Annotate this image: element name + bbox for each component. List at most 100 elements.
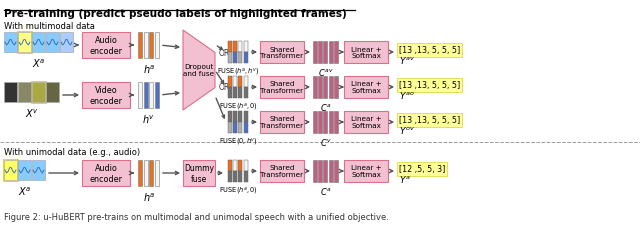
Bar [82,83,130,108]
Bar [323,160,328,182]
Bar [18,160,31,180]
Bar [328,112,333,133]
Text: $Y^{ov}$: $Y^{ov}$ [399,125,415,136]
Text: OR: OR [219,83,230,92]
Bar [313,42,317,64]
Bar [244,122,248,133]
Text: $Y^a$: $Y^a$ [399,174,411,185]
Bar [323,77,328,99]
Bar [46,33,59,53]
Bar [244,42,248,53]
Bar [32,33,45,53]
Text: $h^a$: $h^a$ [143,191,156,203]
Text: Linear +
Softmax: Linear + Softmax [351,116,381,129]
Text: Shared
Transformer: Shared Transformer [260,116,303,129]
Bar [239,77,243,88]
Bar [32,160,45,180]
Text: $h^v$: $h^v$ [143,113,156,126]
Bar [239,112,243,122]
Bar [154,160,159,186]
Bar [138,33,142,59]
Bar [233,112,237,122]
Bar [239,42,243,53]
Text: [13 ,13, 5, 5, 5]: [13 ,13, 5, 5, 5] [399,116,460,125]
Bar [313,112,317,133]
Text: Linear +
Softmax: Linear + Softmax [351,46,381,59]
Bar [239,122,243,133]
Text: FUSE$(h^a, 0)$: FUSE$(h^a, 0)$ [219,101,258,112]
Bar [228,171,232,182]
Bar [233,77,237,88]
Bar [328,42,333,64]
Bar [228,112,232,122]
Text: With unimodal data (e.g., audio): With unimodal data (e.g., audio) [4,147,140,156]
Text: $C^a$: $C^a$ [320,101,332,112]
Bar [4,160,17,180]
Bar [313,77,317,99]
Bar [323,42,328,64]
Bar [82,160,130,186]
Bar [228,77,232,88]
Bar [233,88,237,99]
Bar [318,42,322,64]
Bar [32,83,45,103]
Text: [12 ,5, 5, 3]: [12 ,5, 5, 3] [399,165,445,174]
Text: [13 ,13, 5, 5, 5]: [13 ,13, 5, 5, 5] [399,81,460,90]
Bar [244,53,248,64]
Bar [228,122,232,133]
Bar [138,160,142,186]
Bar [4,83,17,103]
Bar [260,160,304,182]
Bar [82,33,130,59]
Bar [149,83,153,108]
Text: Linear +
Softmax: Linear + Softmax [351,81,381,94]
Bar [344,42,388,64]
Text: $X^a$: $X^a$ [18,185,32,198]
Bar [4,33,17,53]
Text: FUSE$(h^a, h^v)$: FUSE$(h^a, h^v)$ [217,67,260,78]
Bar [328,77,333,99]
Bar [260,42,304,64]
Text: $X^a$: $X^a$ [32,58,46,70]
Bar [233,171,237,182]
Bar [239,160,243,171]
Bar [233,42,237,53]
Bar [244,171,248,182]
Bar [228,42,232,53]
Text: Pre-training (predict pseudo labels of highlighted frames): Pre-training (predict pseudo labels of h… [4,9,347,19]
Text: FUSE$(h^a, 0)$: FUSE$(h^a, 0)$ [219,185,258,196]
Bar [313,160,317,182]
Text: Dropout
and fuse: Dropout and fuse [184,64,214,77]
Text: Dummy
fuse: Dummy fuse [184,164,214,183]
Bar [31,82,46,104]
Bar [228,160,232,171]
Text: Video
encoder: Video encoder [90,86,122,105]
Bar [18,83,31,103]
Bar [143,160,147,186]
Text: $h^a$: $h^a$ [143,64,156,76]
Text: Linear +
Softmax: Linear + Softmax [351,165,381,178]
Text: $Y^{ao}$: $Y^{ao}$ [399,90,415,101]
Bar [149,160,153,186]
Text: Shared
Transformer: Shared Transformer [260,46,303,59]
Text: OR: OR [219,48,230,57]
Text: $C^a$: $C^a$ [320,185,332,196]
Bar [344,112,388,133]
Bar [334,112,338,133]
Text: Shared
Transformer: Shared Transformer [260,81,303,94]
Text: Shared
Transformer: Shared Transformer [260,165,303,178]
Text: $C^{av}$: $C^{av}$ [318,67,334,78]
Bar [244,112,248,122]
Bar [228,53,232,64]
Bar [244,160,248,171]
Bar [183,160,215,186]
Bar [17,32,32,54]
Bar [233,160,237,171]
Bar [149,33,153,59]
Bar [260,77,304,99]
Bar [334,42,338,64]
Bar [233,122,237,133]
Text: $C^v$: $C^v$ [320,136,332,147]
Bar [46,83,59,103]
Text: Audio
encoder: Audio encoder [90,36,122,55]
